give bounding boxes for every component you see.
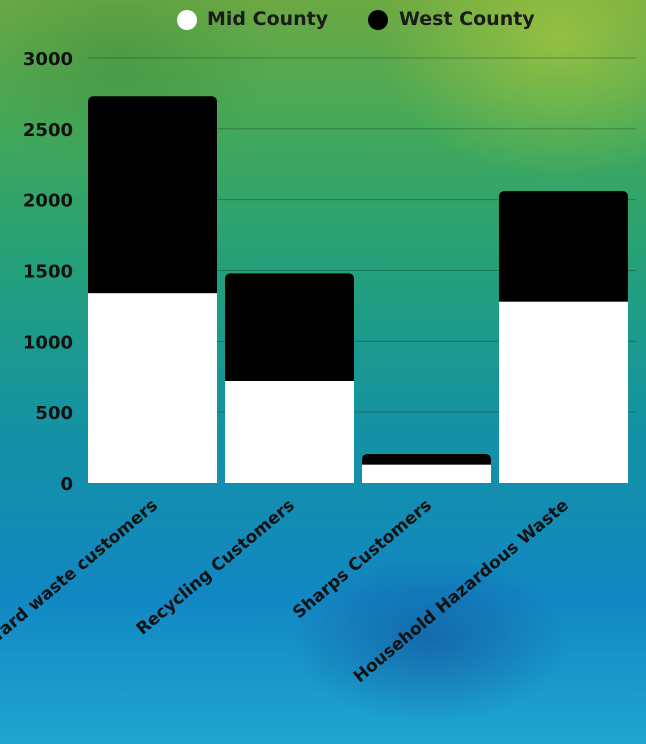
y-tick-label: 2000 [23,191,73,212]
bar-segment-mid-county [362,464,491,483]
bar-segment-mid-county [499,301,628,483]
bar-segment-west-county [88,96,217,294]
y-tick-label: 2500 [23,120,73,141]
x-tick-label: Household Hazardous Waste [350,496,573,688]
bar-segment-west-county [362,453,491,465]
legend: Mid County West County [177,8,535,30]
y-tick-label: 1500 [23,262,73,283]
legend-marker-west-county [368,10,388,30]
y-tick-label: 0 [60,474,73,495]
bar-segment-mid-county [88,293,217,483]
x-tick-label: Sharps Customers [289,496,436,624]
legend-label-mid-county: Mid County [207,8,329,30]
y-tick-label: 1000 [23,332,73,353]
legend-label-west-county: West County [399,8,535,30]
bar-segment-west-county [499,191,628,302]
y-axis: 0 500 1000 1500 2000 2500 3000 [23,49,73,495]
bar-segment-west-county [225,273,354,381]
legend-marker-mid-county [177,10,197,30]
y-tick-label: 3000 [23,49,73,70]
bar-segment-mid-county [225,381,354,483]
bars [88,96,628,483]
x-tick-label: Recycling Customers [133,496,299,640]
y-tick-label: 500 [35,403,73,424]
